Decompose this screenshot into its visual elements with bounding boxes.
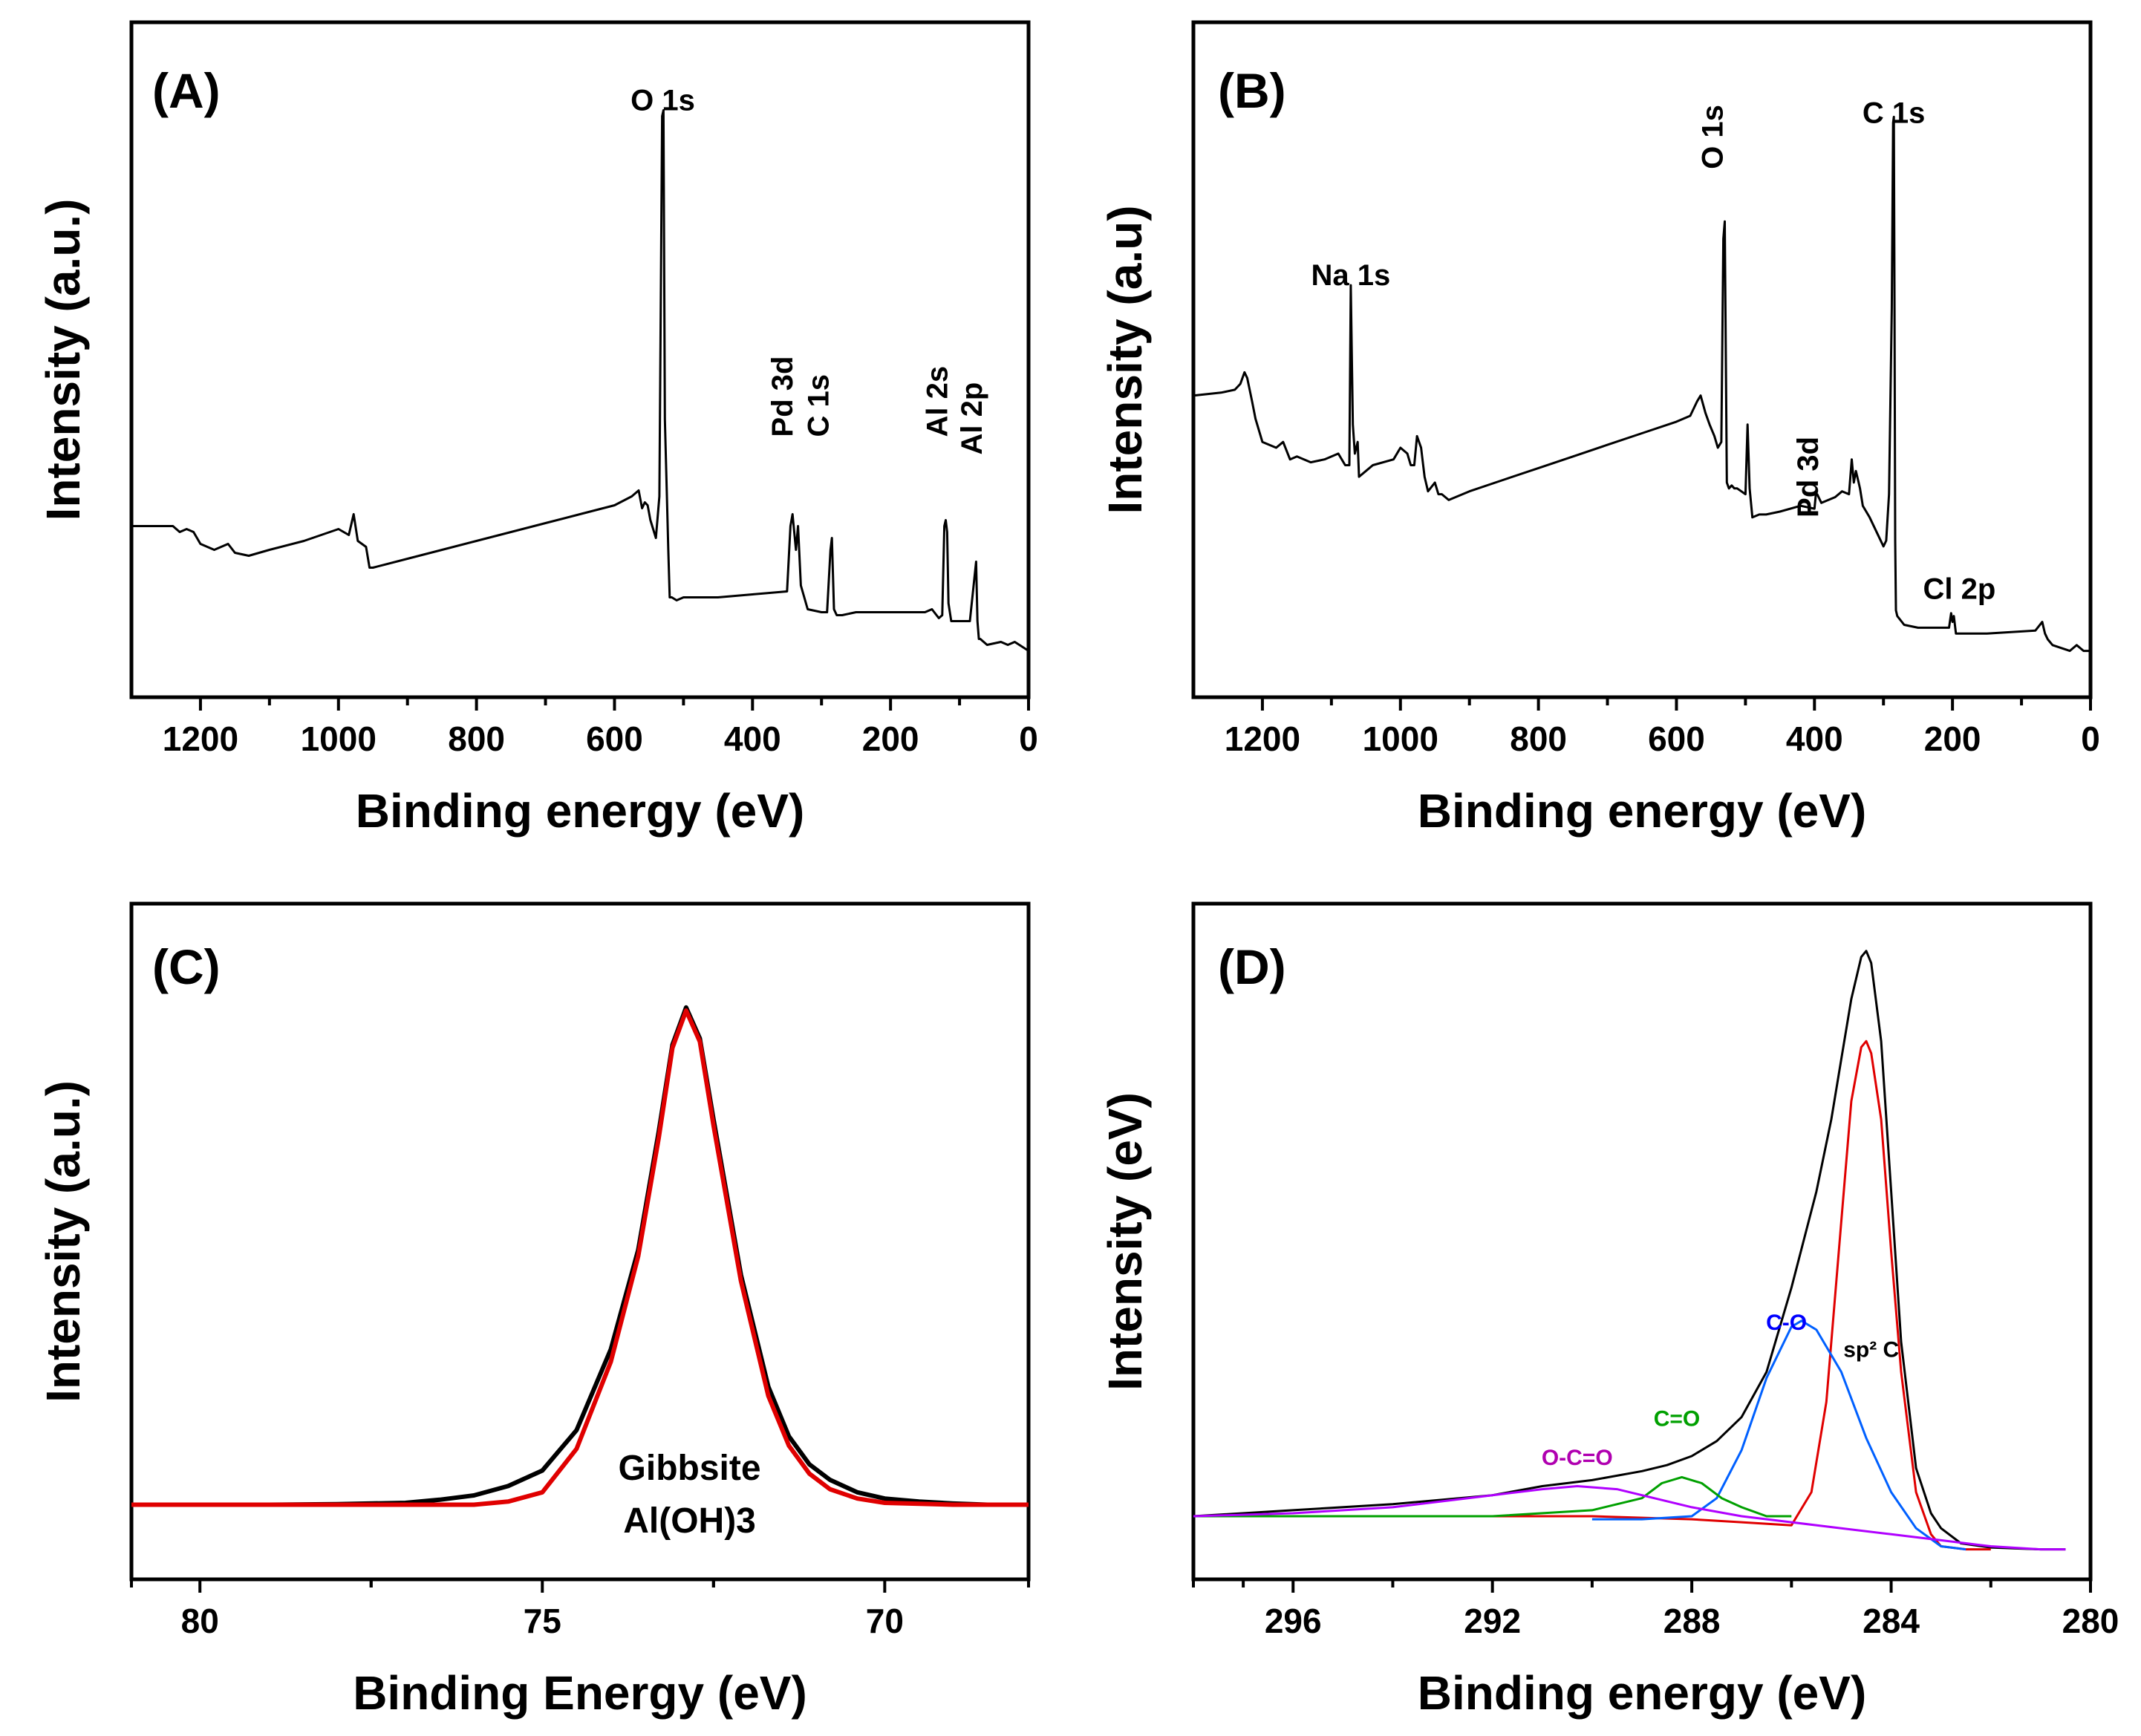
annotation-D-1: sp² C	[1843, 1337, 1899, 1362]
series-line-C-experimental	[131, 1005, 1029, 1507]
annotation-C-1: Al(OH)3	[623, 1501, 756, 1541]
panel-D: 296 292 288 284 280 Binding energy (eV) Intens…	[1098, 901, 2119, 1720]
x-tick-label-A: 400	[724, 719, 781, 758]
x-tick-label-C: 70	[866, 1602, 904, 1640]
x-tick-label-A: 600	[586, 719, 643, 758]
x-tick-label-D: 284	[1863, 1602, 1920, 1640]
annotation-A-1: Pd 3d	[766, 356, 799, 437]
panel-label-B: (B)	[1218, 63, 1286, 118]
annotation-B-0: Na 1s	[1311, 259, 1390, 292]
plot-frame-C	[129, 901, 1031, 1582]
x-axis-label-A: Binding energy (eV)	[356, 784, 805, 838]
panel-C: 80 75 70 Binding Energy (eV) Intensity (a.u.…	[36, 901, 1031, 1720]
x-tick-label-A: 0	[1019, 719, 1038, 758]
x-tick-label-C: 75	[524, 1602, 561, 1640]
y-axis-label-C: Intensity (a.u.)	[36, 1080, 90, 1403]
panel-label-A: (A)	[152, 63, 221, 118]
annotation-B-3: Pd 3d	[1792, 437, 1825, 518]
x-tick-label-D: 296	[1265, 1602, 1322, 1640]
annotation-A-2: C 1s	[803, 374, 835, 437]
x-tick-label-B: 200	[1924, 719, 1981, 758]
panel-A: 1200 1000 800 600 400 200 0 Binding energy (eV)…	[36, 20, 1038, 838]
x-tick-label-A: 1200	[163, 719, 238, 758]
x-tick-label-B: 1200	[1225, 719, 1300, 758]
x-tick-label-B: 1000	[1363, 719, 1438, 758]
annotation-A-0: O 1s	[630, 85, 695, 117]
x-tick-label-D: 280	[2062, 1602, 2119, 1640]
annotation-C-0: Gibbsite	[619, 1449, 761, 1488]
annotation-A-4: Al 2p	[956, 382, 988, 455]
x-tick-label-D: 288	[1663, 1602, 1721, 1640]
panel-label-C: (C)	[152, 939, 221, 994]
x-tick-label-C: 80	[181, 1602, 219, 1640]
x-axis-label-D: Binding energy (eV)	[1418, 1666, 1867, 1720]
annotation-B-2: C 1s	[1863, 97, 1926, 129]
x-tick-label-A: 200	[862, 719, 919, 758]
x-tick-label-B: 600	[1648, 719, 1705, 758]
series-line-D-c-o	[1193, 1475, 1792, 1518]
x-tick-label-A: 800	[448, 719, 505, 758]
panel-label-D: (D)	[1218, 939, 1286, 994]
x-tick-label-B: 800	[1510, 719, 1567, 758]
panel-B: 1200 1000 800 600 400 200 0 Binding energy (eV)…	[1098, 20, 2100, 838]
series-line-D-sp2-c	[1193, 1040, 1991, 1551]
annotation-D-0: C-O	[1766, 1311, 1807, 1335]
plot-frame-A	[129, 20, 1031, 699]
plot-frame-D	[1191, 901, 2093, 1582]
x-axis-label-B: Binding energy (eV)	[1418, 784, 1867, 838]
y-axis-label-A: Intensity (a.u.)	[36, 199, 90, 521]
annotation-B-4: Cl 2p	[1923, 572, 1996, 605]
annotation-B-1: O 1s	[1697, 105, 1730, 169]
series-line-D-envelope	[1193, 950, 2066, 1551]
x-axis-label-C: Binding Energy (eV)	[353, 1666, 807, 1720]
series-line-D-c-o	[1591, 1319, 1966, 1551]
y-axis-label-D: Intensity (eV)	[1098, 1092, 1152, 1391]
y-axis-label-B: Intensity (a.u)	[1098, 205, 1152, 514]
x-tick-label-B: 400	[1786, 719, 1843, 758]
annotation-D-2: C=O	[1654, 1407, 1701, 1432]
x-tick-label-B: 0	[2081, 719, 2100, 758]
x-tick-label-A: 1000	[301, 719, 377, 758]
annotation-A-3: Al 2s	[921, 366, 954, 437]
annotation-D-3: O-C=O	[1542, 1446, 1613, 1470]
series-line-D-o-c-o	[1193, 1485, 2066, 1551]
x-tick-label-D: 292	[1464, 1602, 1521, 1640]
series-line-A-survey	[131, 109, 1029, 652]
series-line-C-fit	[131, 1008, 1029, 1507]
series-line-B-survey	[1193, 115, 2091, 653]
plot-frame-B	[1191, 20, 2093, 699]
